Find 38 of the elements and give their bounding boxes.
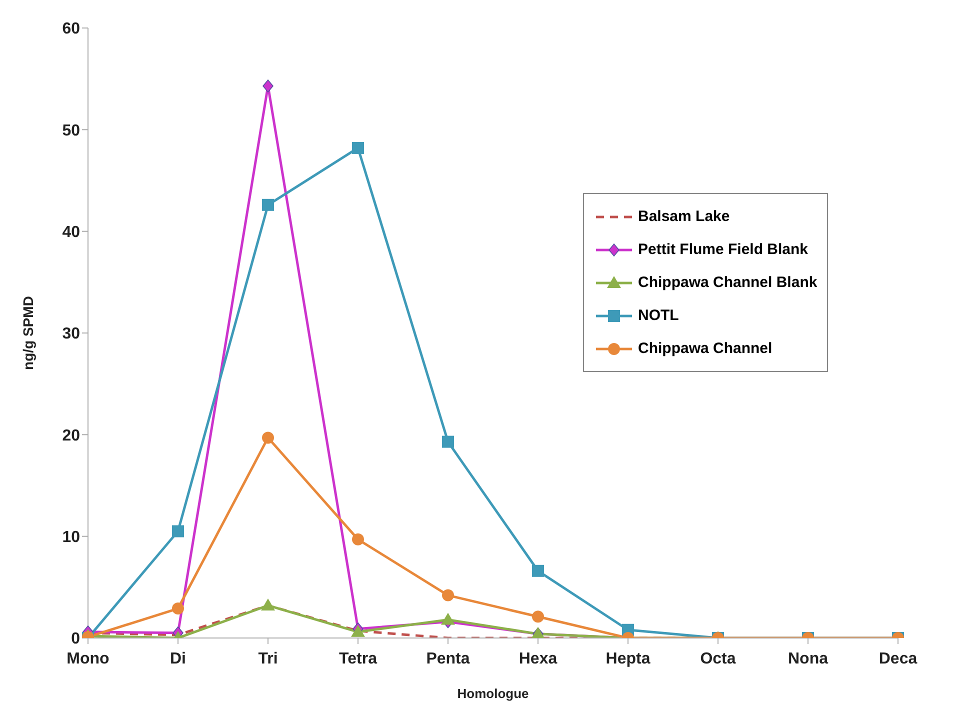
x-tick-label: Deca	[878, 650, 918, 668]
x-tick-label: Hexa	[518, 650, 558, 668]
point	[352, 142, 364, 154]
point	[262, 432, 274, 444]
point	[262, 198, 274, 211]
legend-label: Pettit Flume Field Blank	[638, 241, 808, 258]
x-tick-label: Tri	[258, 650, 278, 668]
point	[442, 589, 454, 602]
y-tick-label: 60	[62, 20, 80, 38]
point	[532, 564, 544, 577]
legend-label: Chippawa Channel Blank	[638, 274, 818, 291]
x-tick-label: Di	[170, 650, 186, 668]
y-tick-label: 0	[71, 630, 80, 648]
legend-label: Chippawa Channel	[638, 340, 772, 357]
point	[352, 533, 364, 546]
x-axis-title: Homologue	[457, 686, 529, 701]
point	[262, 80, 274, 92]
x-tick-label: Hepta	[606, 650, 650, 668]
point	[441, 612, 455, 625]
y-tick-label: 30	[62, 326, 80, 343]
y-tick-label: 50	[62, 122, 80, 140]
y-tick-label: 40	[62, 224, 80, 242]
x-tick-label: Mono	[66, 650, 110, 668]
x-tick-label: Nona	[788, 650, 828, 668]
point	[172, 602, 184, 615]
x-tick-label: Octa	[700, 650, 736, 668]
legend-label: Balsam Lake	[638, 208, 730, 225]
y-tick-label: 20	[62, 427, 80, 444]
y-tick-label: 10	[62, 529, 80, 546]
point	[351, 624, 365, 637]
point	[442, 436, 454, 448]
point	[172, 525, 184, 538]
x-tick-label: Penta	[426, 650, 470, 668]
point	[261, 598, 275, 610]
legend-label: NOTL	[638, 307, 679, 324]
point	[532, 610, 544, 623]
x-tick-label: Tetra	[339, 650, 378, 668]
y-axis-title: ng/g SPMD	[20, 296, 36, 370]
